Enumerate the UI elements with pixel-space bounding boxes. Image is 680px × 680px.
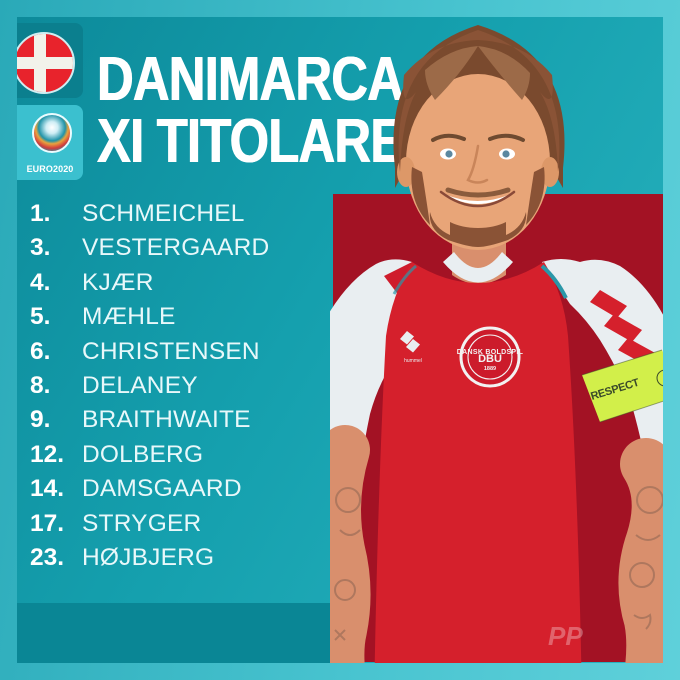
svg-text:1889: 1889 [484, 366, 496, 372]
svg-text:PP: PP [548, 621, 583, 651]
svg-text:DBU: DBU [478, 353, 502, 365]
svg-text:hummel: hummel [404, 358, 422, 364]
